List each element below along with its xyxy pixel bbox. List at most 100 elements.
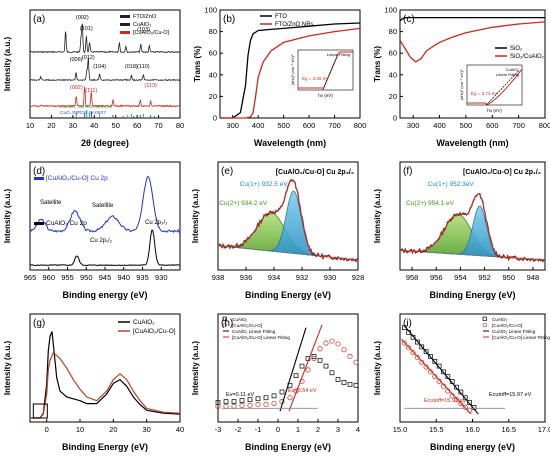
y-tick-label: 40 [209,70,217,79]
legend-label: [CuAlO₂/Cu-O] [232,323,262,328]
x-tick-label: 40 [90,121,98,130]
data-point-circle [329,338,335,344]
x-tick-label: 300 [226,121,239,130]
y-tick-label: 80 [389,27,397,36]
data-point-square [347,381,353,387]
annotation: Ecutoff=15.91 eV [424,398,467,404]
peak-label: (101) [80,26,93,32]
y-axis-label: Trans (%) [193,46,202,82]
peak-label: (006) [70,57,83,63]
x-tick-label: 945 [99,273,112,282]
component-label: Cu(2+) 954.1 eV [406,200,455,207]
inset-legend: Linear Fitting [496,72,519,77]
x-tick-label: 600 [303,121,316,130]
y-tick-label: 20 [389,92,397,101]
plot-frame [399,9,546,119]
x-tick-label: 50 [112,121,120,130]
data-point-square [353,382,359,388]
legend-label: FTO/ZnO [133,14,157,20]
panel-a: (a) 2θ (degree) Intensity (a.u.) 10 20 30 40 50… [3,9,184,148]
annotation: Satellite [92,203,114,209]
inset-y-label: (αhν)² (cm⁻¹·eV)² [459,69,464,100]
legend-label: [CuAlO₂/Cu-O] Linear Fitting [492,335,550,340]
reference-label: CuAlO₂ JCPDS 35-1401 [60,104,112,110]
legend-label: CuAlO₂ [133,22,151,28]
data-point-square [299,363,305,369]
x-tick-label: 965 [24,273,37,282]
data-point-circle [347,353,353,360]
peak-label: (103) [137,27,150,33]
plot-frame [29,313,181,423]
x-tick-label: 500 [277,121,290,130]
x-tick-label: 20 [47,121,55,130]
component-label: Cu(2+) 934.2 eV [219,200,268,207]
legend-label: SiO₂/CuAlO₂ [510,54,545,60]
data-point-circle [255,401,261,408]
x-tick-label: 948 [527,273,540,282]
inset-curve [467,68,523,106]
x-axis-label: Binding Energy (eV) [62,442,148,452]
series-line-0 [220,22,361,119]
peak-label: (113) [144,83,157,89]
panel-label: (i) [403,318,412,329]
data-point-square [311,354,317,359]
x-tick-label: 16.5 [501,425,516,434]
x-tick-label: 17.0 [538,425,550,434]
data-point-circle [239,402,245,408]
y-axis-label: Intensity (a.u.) [3,37,12,92]
data-point-square [462,395,468,401]
data-point-circle [419,359,425,365]
x-axis-label: Binding energy (eV) [62,290,147,300]
data-point-square [335,377,341,382]
component-label: Cu(1+) 952.3eV [428,181,475,188]
fit-line [279,327,307,412]
legend-label: [CuAlO₂/Cu-O] Linear Fitting [232,335,290,340]
y-tick-label: 60 [209,49,217,58]
x-axis-label: 2θ (degree) [81,138,129,148]
inset-fit-line [322,54,338,91]
x-tick-label: 0 [276,425,280,434]
y-axis-label: Intensity (a.u.) [373,341,382,396]
data-point-circle [335,341,341,347]
y-axis-label: Intensity (a.u.) [191,189,200,244]
x-tick-label: 1 [296,425,300,434]
inset-frame [466,64,523,106]
data-point-circle [247,402,253,408]
x-tick-label: 0 [45,425,49,434]
data-point-square [239,398,245,403]
y-tick-label: 80 [209,27,217,36]
x-tick-label: -2 [235,425,242,434]
peak-label: (111) [85,88,97,94]
x-tick-label: 936 [240,273,253,282]
inset-annotation: Eg = 3.26 eV [302,76,328,81]
panel-e: (e) Binding Energy (eV) Intensity (a.u.) 93… [191,161,365,300]
data-point-square [441,369,446,375]
y-axis-label: Trans (%) [373,46,382,82]
series-line-1 [30,351,181,419]
x-tick-label: 930 [155,273,168,282]
x-tick-label: 928 [352,273,365,282]
legend-label: CuAlO₂ [232,317,248,322]
annotation: Satellite [40,200,62,206]
legend-label: CuAlO₂ Cu 2p [46,220,87,227]
legend-swatch [34,177,44,180]
y-tick-label: 100 [384,6,397,15]
legend-label: FTO/ZnO NRs [275,22,314,28]
data-point-square [279,389,285,395]
data-point-circle [401,340,407,346]
y-tick-label: 60 [389,49,397,58]
plot-frame [217,161,359,271]
x-tick-label: 955 [61,273,74,282]
inset-annotation: Eg = 3.71 eV [471,91,497,96]
data-point-square [454,384,459,390]
peak-label: (012) [82,55,95,61]
x-tick-label: 930 [324,273,337,282]
x-tick-label: 16.0 [465,425,480,434]
x-tick-label: 400 [252,121,265,130]
panel-c: (c)Wavelength (nm)Trans (%)300 400 500 600 7… [373,6,550,149]
panel-label: (h) [221,318,233,329]
series-line-cualo2-cuo [29,86,181,108]
data-point-square [231,399,237,404]
series-line-fto-zno [29,23,181,54]
annotation: Ev=0.54 eV [288,388,317,394]
